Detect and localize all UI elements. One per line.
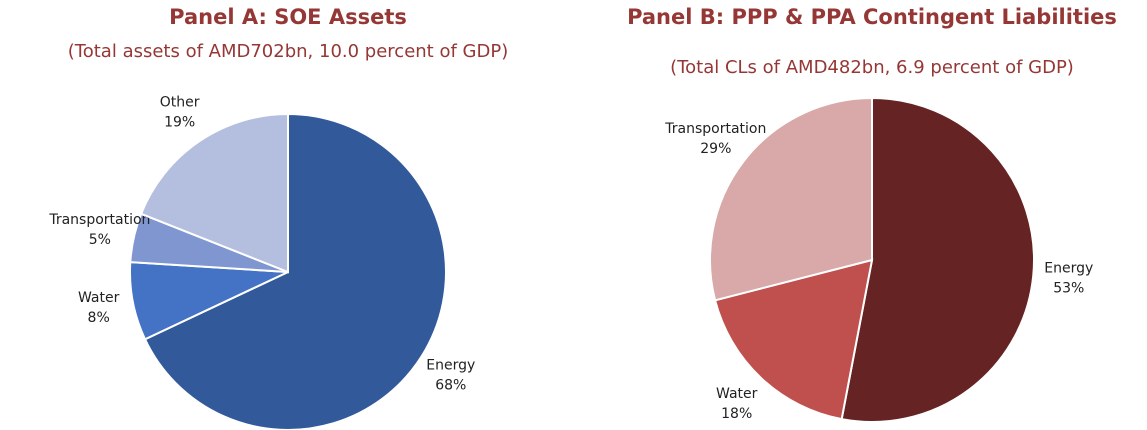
slice-label: Transportation bbox=[664, 121, 766, 137]
chart-subtitle: (Total CLs of AMD482bn, 6.9 percent of G… bbox=[670, 57, 1074, 78]
slice-value-label: 5% bbox=[89, 232, 111, 248]
slice-value-label: 29% bbox=[700, 141, 731, 157]
pie-slice bbox=[143, 112, 447, 430]
pie-slice bbox=[713, 258, 874, 421]
chart-title: Panel B: PPP & PPA Contingent Liabilitie… bbox=[627, 5, 1117, 29]
slice-label: Water bbox=[716, 386, 758, 402]
slice-value-label: 19% bbox=[164, 115, 195, 131]
pie-slice bbox=[840, 96, 1035, 423]
slice-value-label: 8% bbox=[88, 310, 110, 326]
pie-slice bbox=[709, 96, 873, 302]
slice-label: Energy bbox=[1044, 261, 1093, 277]
chart-title: Panel A: SOE Assets bbox=[169, 5, 407, 29]
chart-subtitle: (Total assets of AMD702bn, 10.0 percent … bbox=[68, 41, 508, 62]
slice-label: Other bbox=[160, 95, 200, 111]
slice-label: Transportation bbox=[48, 212, 150, 228]
slice-label: Water bbox=[78, 290, 120, 306]
slice-value-label: 53% bbox=[1053, 281, 1084, 297]
slice-label: Energy bbox=[426, 357, 475, 373]
slice-value-label: 68% bbox=[435, 377, 466, 393]
slice-value-label: 18% bbox=[721, 406, 752, 422]
pie-slice bbox=[139, 112, 289, 274]
